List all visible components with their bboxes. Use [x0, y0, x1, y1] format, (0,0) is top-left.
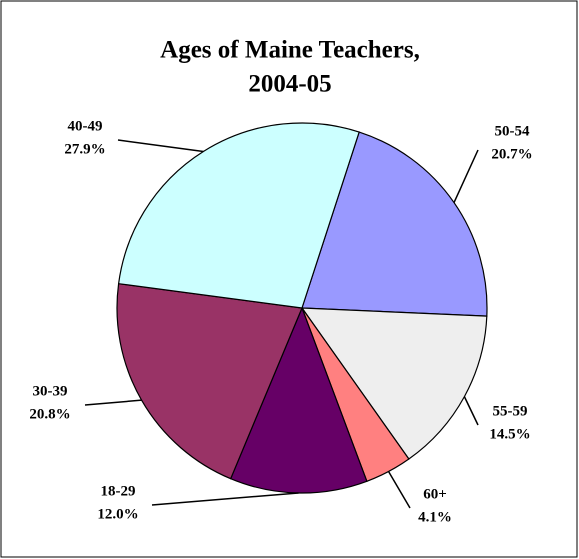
slice-value-label: 14.5%: [489, 426, 530, 442]
slice-label: 18-29: [101, 483, 136, 499]
slice-label: 40-49: [68, 118, 103, 134]
slice-label: 50-54: [495, 123, 530, 139]
slice-label: 30-39: [33, 383, 68, 399]
chart-title: Ages of Maine Teachers,: [160, 37, 420, 64]
leader-line: [387, 471, 411, 509]
pie-slice: [117, 122, 360, 309]
slice-label: 60+: [423, 486, 447, 502]
slice-value-label: 27.9%: [64, 141, 105, 157]
pie-slice: [229, 306, 368, 494]
chart-title: 2004-05: [248, 71, 331, 98]
slice-value-label: 12.0%: [97, 506, 138, 522]
slice-value-label: 20.7%: [491, 146, 532, 162]
slice-value-label: 4.1%: [418, 509, 452, 525]
pie-slice: [300, 307, 488, 460]
leader-line: [84, 399, 142, 406]
pie-slice: [301, 131, 488, 317]
slice-label: 55-59: [493, 403, 528, 419]
leader-line: [151, 492, 299, 506]
leader-line: [117, 139, 204, 153]
slice-value-label: 20.8%: [29, 406, 70, 422]
leader-line: [463, 396, 479, 426]
pie-slice: [116, 282, 303, 480]
leader-line: [453, 149, 479, 203]
